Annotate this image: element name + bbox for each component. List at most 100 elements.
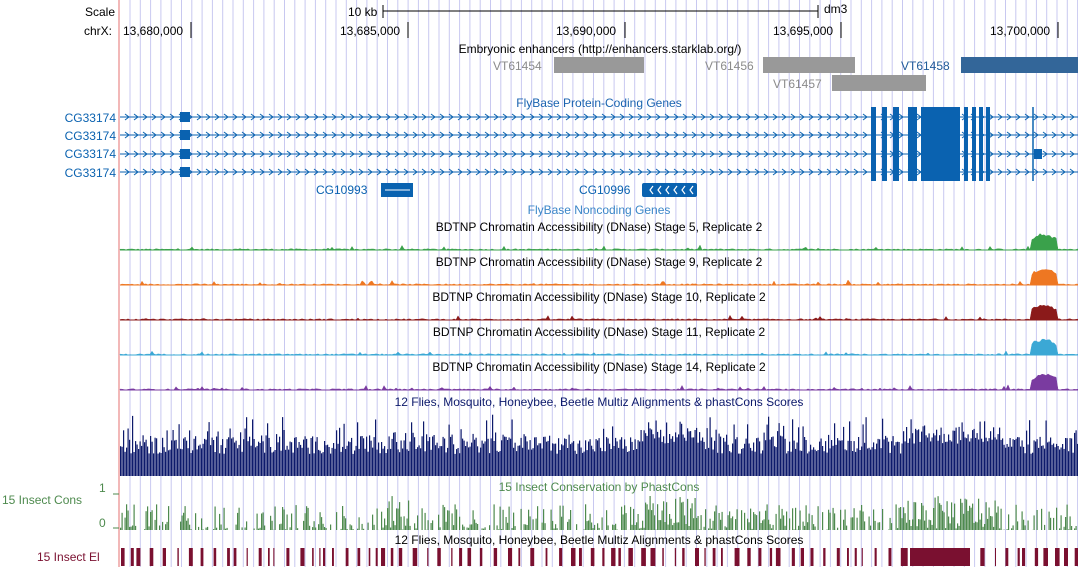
multiz-bar (1072, 452, 1074, 476)
multiz-bar (636, 449, 638, 476)
multiz-bar (327, 444, 329, 476)
strand-arrow (142, 168, 148, 176)
conservation-bar (246, 521, 248, 530)
enhancer-label-selected[interactable]: VT61458 (901, 59, 950, 73)
conservation-bar (286, 514, 288, 530)
multiz-bar (850, 441, 852, 476)
strand-arrow (124, 150, 130, 158)
conservation-bar (526, 525, 528, 530)
conservation-bar (1063, 526, 1065, 530)
multiz-bar (495, 432, 497, 476)
gene-label[interactable]: CG33174 (64, 166, 116, 180)
enhancer-track-title[interactable]: Embryonic enhancers (http://enhancers.st… (458, 42, 742, 56)
multiz-bar (120, 446, 122, 476)
conservation-bar (313, 521, 315, 530)
strand-arrow (772, 168, 778, 176)
multiz-bar (267, 423, 269, 476)
multiz-bar (756, 438, 758, 476)
strand-arrow (772, 150, 778, 158)
multiz-bar (600, 447, 602, 476)
conservation-bar (868, 516, 870, 530)
conserved-element (398, 548, 403, 566)
multiz-bar (885, 435, 887, 476)
multiz-bar (576, 453, 578, 476)
gene-label[interactable]: CG33174 (64, 147, 116, 161)
multiz-bar (744, 443, 746, 476)
conserved-element (704, 548, 706, 566)
strand-arrow (529, 131, 535, 139)
multiz-bar (472, 433, 474, 476)
dnase-stage5-title[interactable]: BDTNP Chromatin Accessibility (DNase) St… (435, 220, 763, 234)
multiz-bar (988, 438, 990, 476)
conservation-bar (961, 502, 963, 530)
conservation-bar (846, 525, 848, 530)
multiz-bar (792, 419, 794, 476)
strand-arrow (529, 168, 535, 176)
strand-arrow (466, 150, 472, 158)
elements-side-label[interactable]: 15 Insect El (37, 550, 100, 564)
multiz-bar (927, 437, 929, 476)
strand-arrow (1033, 113, 1039, 121)
conservation-bar (183, 512, 185, 530)
multiz-bar (769, 439, 771, 476)
protein-coding-track-title[interactable]: FlyBase Protein-Coding Genes (516, 96, 682, 110)
dnase-stage9-title[interactable]: BDTNP Chromatin Accessibility (DNase) St… (435, 255, 763, 269)
multiz-bar (492, 414, 494, 476)
multiz-bar (474, 439, 476, 476)
conservation-track-title[interactable]: 15 Insect Conservation by PhastCons (498, 480, 700, 494)
enhancer-label[interactable]: VT61456 (705, 59, 754, 73)
conservation-side-label[interactable]: 15 Insect Cons (2, 493, 83, 507)
multiz-bar (876, 443, 878, 476)
conservation-bar (127, 510, 129, 530)
multiz-bar (933, 433, 935, 476)
multiz-bar (898, 442, 900, 476)
multiz-bar (244, 428, 246, 476)
multiz-bar (513, 447, 515, 476)
multiz-bar (948, 434, 950, 476)
enhancer-label[interactable]: VT61454 (493, 59, 542, 73)
conservation-bar (585, 504, 587, 530)
conservation-bar (567, 521, 569, 530)
multiz-bar (975, 437, 977, 476)
multiz-bar (676, 437, 678, 476)
enhancer-label[interactable]: VT61457 (773, 77, 822, 91)
conservation-bar (670, 518, 672, 530)
multiz-bar (510, 438, 512, 476)
conservation-bar (960, 498, 962, 530)
strand-arrow (682, 168, 688, 176)
conservation-bar (562, 505, 564, 530)
strand-arrow (691, 168, 697, 176)
multiz-bar (640, 430, 642, 476)
strand-arrow (718, 131, 724, 139)
conservation-bar (679, 497, 681, 530)
dnase-stage11-title[interactable]: BDTNP Chromatin Accessibility (DNase) St… (432, 325, 766, 339)
multiz-bar (853, 441, 855, 476)
strand-arrow (259, 168, 265, 176)
multiz-bar (519, 445, 521, 476)
conservation-bar (967, 510, 969, 530)
strand-arrow (313, 150, 319, 158)
dnase-stage10-title[interactable]: BDTNP Chromatin Accessibility (DNase) St… (432, 290, 766, 304)
multiz-bar (444, 438, 446, 476)
strand-arrow (601, 150, 607, 158)
gene-label[interactable]: CG33174 (64, 129, 116, 143)
multiz-bar (363, 438, 365, 476)
noncoding-track-title[interactable]: FlyBase Noncoding Genes (527, 203, 671, 217)
noncoding-gene-label[interactable]: CG10993 (316, 183, 368, 197)
strand-arrow (511, 150, 517, 158)
conservation-bar (226, 527, 228, 530)
strand-arrow (214, 150, 220, 158)
strand-arrow (160, 113, 166, 121)
conservation-bar (934, 497, 936, 530)
strand-arrow (790, 113, 796, 121)
position-tick-label: 13,700,000 (990, 24, 1051, 38)
elements-track-title[interactable]: 12 Flies, Mosquito, Honeybee, Beetle Mul… (394, 533, 804, 547)
multiz-track-title[interactable]: 12 Flies, Mosquito, Honeybee, Beetle Mul… (394, 395, 804, 409)
strand-arrow (1042, 168, 1048, 176)
dnase-stage14-title[interactable]: BDTNP Chromatin Accessibility (DNase) St… (432, 360, 766, 374)
multiz-bar (882, 418, 884, 476)
multiz-bar (901, 443, 903, 476)
noncoding-gene-label[interactable]: CG10996 (579, 183, 631, 197)
gene-label[interactable]: CG33174 (64, 111, 116, 125)
